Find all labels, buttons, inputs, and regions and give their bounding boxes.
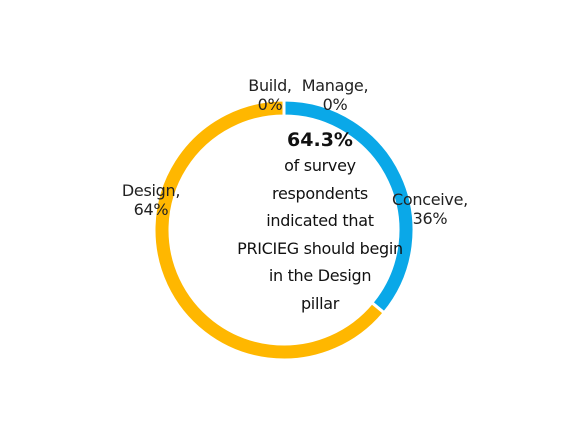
center-line-3: indicated that [266,211,374,230]
center-line-2: respondents [272,183,368,203]
center-line-5: in the Design [268,266,372,285]
center-headline: 64.3% [287,129,353,151]
center-line-4: PRICIEG should begin [237,238,403,258]
center-text: 64.3% of survey respondents indicated th… [200,128,440,317]
center-line-6: pillar [300,293,340,313]
label-conceive: Conceive, 36% [392,190,468,228]
slice-design [152,98,387,362]
label-design: Design, 64% [121,181,181,219]
label-manage: Manage, 0% [301,76,369,114]
label-build: Build, 0% [248,76,292,114]
center-line-1: of survey [284,156,356,175]
